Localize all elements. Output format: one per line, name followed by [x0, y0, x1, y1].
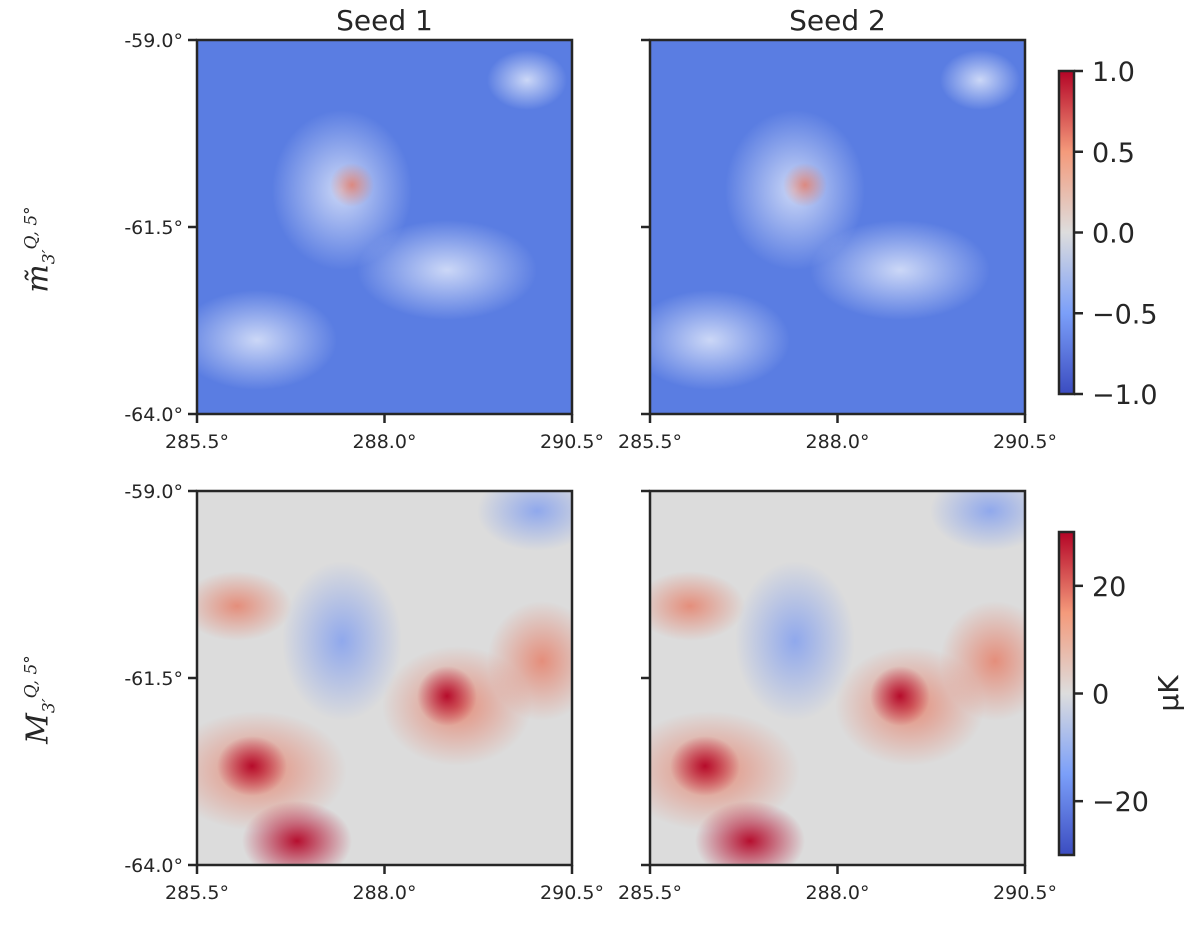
y-tick-label: -61.5° [124, 668, 183, 690]
colorbar-tick-label: 1.0 [1092, 57, 1135, 88]
y-tick-label: -64.0° [124, 855, 183, 877]
x-tick-label: 285.5° [618, 431, 682, 453]
colorbar-tick-label: 20 [1092, 572, 1126, 603]
x-tick-label: 288.0° [806, 431, 870, 453]
x-tick-label: 288.0° [806, 882, 870, 904]
colorbar-unit-label: μK [1152, 675, 1185, 712]
column-title-seed-1: Seed 1 [336, 4, 433, 37]
x-tick-label: 285.5° [165, 882, 229, 904]
x-tick-label: 285.5° [165, 431, 229, 453]
colorbar-2 [1057, 530, 1076, 857]
map-panel-r2-c1 [197, 491, 572, 865]
colorbar-tick-label: 0.5 [1092, 138, 1135, 169]
x-tick-label: 290.5° [993, 431, 1057, 453]
colorbar-tick-label: −20 [1092, 787, 1149, 818]
x-tick-label: 285.5° [618, 882, 682, 904]
y-tick-label: -59.0° [124, 30, 183, 52]
x-tick-label: 288.0° [353, 431, 417, 453]
colorbar-tick-label: −1.0 [1092, 380, 1158, 411]
row-label-map: M3′Q, 5° [20, 655, 60, 744]
y-tick-label: -59.0° [124, 481, 183, 503]
colorbar-tick-label: 0.0 [1092, 219, 1135, 250]
colorbar-tick-label: 0 [1092, 680, 1109, 711]
map-panel-r1-c1 [197, 40, 572, 414]
x-tick-label: 290.5° [993, 882, 1057, 904]
map-panel-r2-c2 [650, 491, 1025, 865]
x-tick-label: 288.0° [353, 882, 417, 904]
map-panel-r1-c2 [650, 40, 1025, 414]
row-label-normalized-map: m̃3′Q, 5° [20, 206, 60, 293]
x-tick-label: 290.5° [540, 882, 604, 904]
y-tick-label: -61.5° [124, 217, 183, 239]
colorbar-1 [1057, 69, 1076, 396]
y-tick-label: -64.0° [124, 404, 183, 426]
colorbar-tick-label: −0.5 [1092, 299, 1158, 330]
x-tick-label: 290.5° [540, 431, 604, 453]
column-title-seed-2: Seed 2 [789, 4, 886, 37]
